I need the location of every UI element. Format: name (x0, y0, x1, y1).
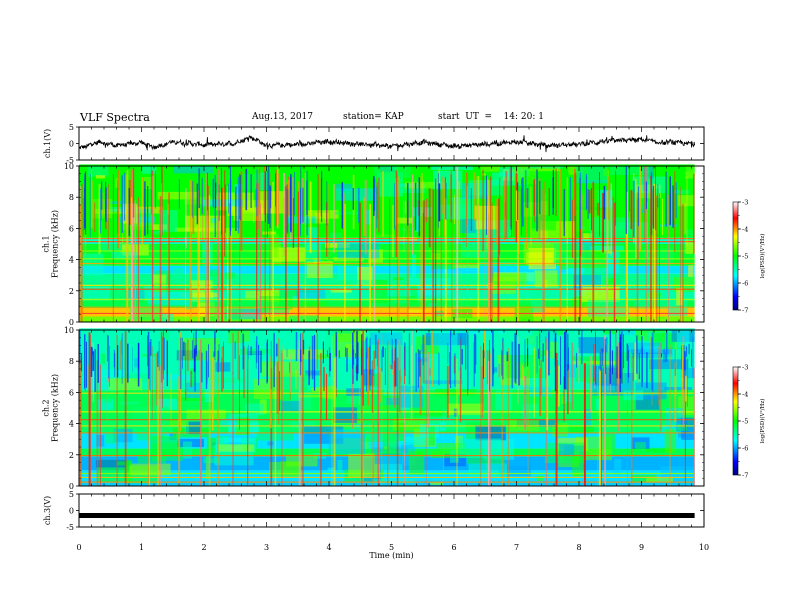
xtick-label: 9 (639, 543, 644, 552)
ch2-spectrogram-panel: 0 2 4 6 8 10 ch.2 Frequency (kHz) (42, 326, 705, 491)
colorbar-tick-label: -4 (742, 226, 748, 234)
colorbar-label: log(PSD)(V²/Hz) (759, 234, 766, 279)
date-label: Aug.13, 2017 (252, 112, 313, 122)
panel-ylabel-frequency: Frequency (kHz) (51, 210, 60, 278)
figure-title: VLF Spectra (80, 111, 150, 124)
ch1-spectrogram-panel: 0 2 4 6 8 10 ch.1 Frequency (kHz) (42, 162, 705, 327)
ytick-label: 0 (69, 482, 74, 491)
colorbar-tick-label: -7 (742, 307, 748, 315)
ytick-label: 6 (69, 388, 74, 397)
ytick-label: 2 (69, 451, 74, 460)
ytick-label: 0 (69, 507, 74, 516)
xtick-label: 4 (326, 543, 331, 552)
xtick-label: 3 (264, 543, 269, 552)
colorbar-tick-label: -7 (742, 472, 748, 480)
panel-ylabel-channel: ch.1 (42, 235, 51, 252)
ytick-label: 6 (69, 224, 74, 233)
ch1-waveform-trace (78, 134, 696, 153)
panel-ylabel: ch.1(V) (43, 129, 52, 158)
ytick-label: 8 (69, 193, 74, 202)
ytick-label: 5 (69, 490, 74, 499)
panel-ylabel-channel: ch.2 (42, 399, 51, 416)
ytick-label: 0 (69, 318, 74, 327)
colorbar-ch2: -3 -4 -5 -6 -7 log(PSD)(V²/Hz) (732, 364, 766, 480)
start-ut-label: start UT = 14: 20: 1 (438, 112, 544, 122)
ytick-label: 5 (69, 123, 74, 132)
xtick-label: 7 (514, 543, 519, 552)
colorbar-tick-label: -6 (742, 445, 748, 453)
station-label: station= KAP (343, 112, 404, 122)
colorbar-tick-label: -6 (742, 280, 748, 288)
colorbar-tick-label: -3 (742, 199, 748, 207)
xtick-label: 2 (201, 543, 206, 552)
xtick-label: 5 (389, 543, 394, 552)
ytick-label: 10 (64, 326, 74, 335)
ytick-label: 4 (69, 256, 74, 265)
colorbar-label: log(PSD)(V²/Hz) (759, 399, 766, 444)
xaxis-label: Time (min) (369, 551, 413, 560)
ytick-label: 8 (69, 357, 74, 366)
colorbar-tick-label: -5 (742, 418, 748, 426)
colorbar-ch1: -3 -4 -5 -6 -7 log(PSD)(V²/Hz) (732, 199, 766, 315)
ytick-label: -5 (66, 523, 74, 532)
xtick-label: 1 (139, 543, 144, 552)
panel-ylabel-frequency: Frequency (kHz) (51, 374, 60, 442)
colorbar-ch2-gradient (732, 366, 739, 476)
ch1-waveform-panel: 5 0 -5 ch.1(V) (43, 123, 705, 165)
ch3-waveform-panel: 5 0 -5 ch.3(V) (43, 490, 705, 532)
xtick-label: 10 (699, 543, 709, 552)
ytick-label: 10 (64, 162, 74, 171)
colorbar-ch1-gradient (732, 201, 739, 311)
panel-ylabel: ch.3(V) (43, 496, 52, 525)
ytick-label: 0 (69, 140, 74, 149)
colorbar-tick-label: -5 (742, 253, 748, 261)
ytick-label: 4 (69, 420, 74, 429)
xtick-label: 0 (76, 543, 81, 552)
ytick-label: -5 (66, 156, 74, 165)
xtick-label: 8 (576, 543, 581, 552)
colorbar-tick-label: -4 (742, 391, 748, 399)
ytick-label: 2 (69, 287, 74, 296)
colorbar-tick-label: -3 (742, 364, 748, 372)
xtick-label: 6 (451, 543, 456, 552)
